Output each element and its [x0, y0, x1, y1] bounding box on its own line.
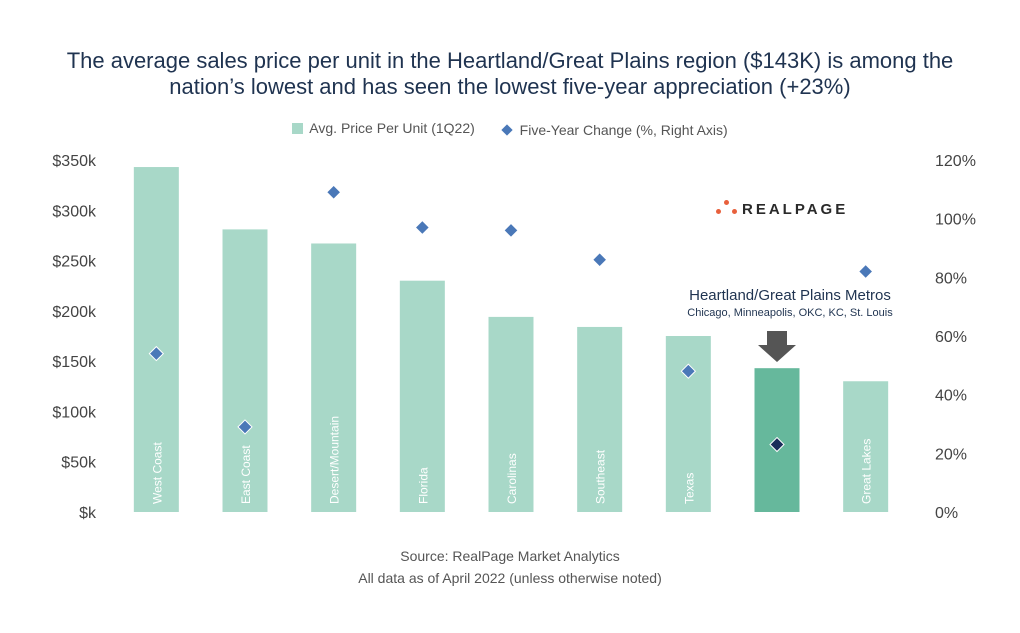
- bar-category-label: Florida: [416, 467, 430, 504]
- marker-florida: [414, 219, 431, 236]
- bar-southeast: [577, 326, 623, 512]
- right-axis-tick-label: 20%: [935, 446, 967, 463]
- left-axis-tick-label: $100k: [52, 404, 97, 421]
- left-axis-tick-label: $k: [79, 505, 97, 522]
- left-axis-tick-label: $250k: [52, 254, 97, 271]
- logo-wordmark: REALPAGE: [742, 200, 849, 218]
- bar-florida: [399, 280, 445, 512]
- bar-west-coast: [133, 167, 179, 513]
- bar-category-label: Desert/Mountain: [328, 416, 342, 504]
- annotation-main: Heartland/Great Plains Metros: [689, 287, 891, 304]
- legend-marker-label: Five-Year Change (%, Right Axis): [519, 121, 728, 138]
- title-line-1: The average sales price per unit in the …: [66, 48, 954, 73]
- bar-category-label: West Coast: [150, 442, 164, 504]
- legend-item-markers: Five-Year Change (%, Right Axis): [501, 121, 728, 138]
- bar-category-label: Texas: [682, 473, 696, 504]
- title-line-2: nation’s lowest and has seen the lowest …: [169, 74, 851, 99]
- realpage-logo: REALPAGE: [716, 200, 848, 218]
- bar-category-label: East Coast: [239, 445, 253, 504]
- right-axis-tick-label: 60%: [935, 329, 967, 346]
- legend-bar-label: Avg. Price Per Unit (1Q22): [309, 120, 475, 136]
- left-axis-tick-label: $300k: [52, 203, 97, 220]
- annotation-sub: Chicago, Minneapolis, OKC, KC, St. Louis: [687, 307, 893, 319]
- right-axis-tick-label: 40%: [935, 388, 967, 405]
- marker-carolinas: [503, 222, 519, 239]
- marker-west-coast: [148, 345, 165, 362]
- chart-title: The average sales price per unit in the …: [0, 48, 1020, 100]
- marker-texas: [680, 363, 697, 379]
- footer-source: Source: RealPage Market Analytics: [400, 548, 620, 564]
- right-axis-tick-label: 120%: [935, 153, 976, 170]
- left-axis-tick-label: $50k: [61, 455, 97, 472]
- right-axis-tick-label: 100%: [935, 212, 976, 229]
- bar-category-label: Southeast: [594, 449, 608, 504]
- right-axis-tick-label: 80%: [935, 270, 967, 287]
- legend: Avg. Price Per Unit (1Q22) Five-Year Cha…: [0, 120, 1020, 138]
- legend-bar-swatch: [292, 122, 304, 134]
- marker-southeast: [591, 252, 608, 268]
- bar-category-label: Great Lakes: [860, 439, 874, 504]
- marker-great-lakes: [857, 263, 874, 280]
- bar-category-label: Carolinas: [505, 453, 519, 504]
- marker-heartland-great-plains: [769, 436, 785, 453]
- bar-east-coast: [222, 229, 268, 512]
- down-arrow-icon: [758, 331, 796, 362]
- marker-desert-mountain: [325, 184, 342, 200]
- left-axis-tick-label: $150k: [52, 354, 97, 371]
- annotation-heartland: Heartland/Great Plains Metros Chicago, M…: [640, 287, 940, 319]
- bar-desert-mountain: [311, 243, 357, 512]
- marker-east-coast: [237, 419, 253, 435]
- left-axis-tick-label: $200k: [52, 304, 97, 321]
- footer-note: All data as of April 2022 (unless otherw…: [358, 570, 662, 586]
- bar-carolinas: [488, 316, 534, 512]
- bar-great-lakes: [843, 381, 889, 512]
- legend-item-bars: Avg. Price Per Unit (1Q22): [292, 120, 475, 136]
- right-axis-tick-label: 0%: [935, 505, 958, 522]
- left-axis-tick-label: $350k: [52, 153, 97, 170]
- logo-dots-icon: [716, 200, 738, 218]
